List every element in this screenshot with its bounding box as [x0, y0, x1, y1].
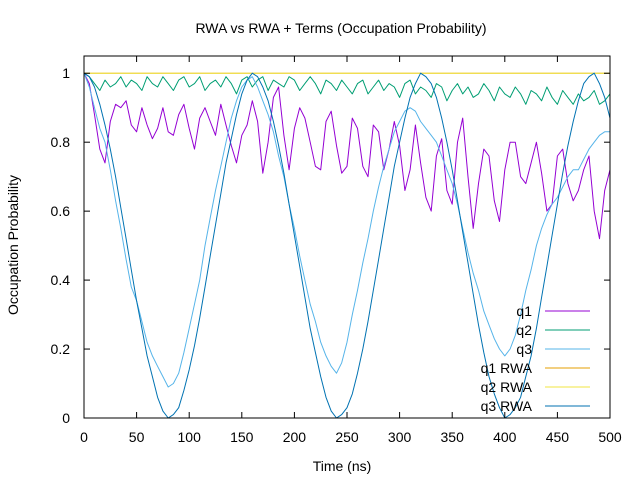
series-line-q1 [83, 72, 611, 240]
series-line-q3-rwa [83, 72, 611, 419]
x-axis-label: Time (ns) [313, 458, 372, 474]
y-tick-label: 0.6 [51, 203, 71, 219]
y-tick-label: 0 [62, 410, 70, 426]
y-axis-label: Occupation Probability [5, 175, 21, 315]
legend-label: q1 RWA [481, 360, 533, 376]
x-tick-label: 0 [80, 429, 88, 445]
x-tick-label: 500 [598, 429, 622, 445]
y-tick-label: 0.8 [51, 134, 71, 150]
x-tick-label: 400 [493, 429, 517, 445]
chart-title: RWA vs RWA + Terms (Occupation Probabili… [195, 20, 486, 36]
legend-label: q2 [516, 322, 532, 338]
y-ticks: 0 0.2 0.4 0.6 0.8 1 [51, 65, 610, 426]
y-tick-label: 0.2 [51, 341, 71, 357]
legend: q1 q2 q3 q1 RWA q2 RWA q3 RWA [481, 303, 590, 414]
x-ticks: 0 50 100 150 200 250 300 350 400 450 500 [80, 56, 622, 445]
x-tick-label: 50 [129, 429, 145, 445]
series-layer [83, 72, 611, 419]
x-tick-label: 150 [230, 429, 254, 445]
legend-label: q2 RWA [481, 379, 533, 395]
x-tick-label: 250 [335, 429, 359, 445]
x-tick-label: 450 [546, 429, 570, 445]
x-tick-label: 100 [178, 429, 202, 445]
x-tick-label: 350 [441, 429, 465, 445]
series-line-q2 [83, 72, 611, 105]
x-tick-label: 200 [283, 429, 307, 445]
y-tick-label: 1 [62, 65, 70, 81]
series-line-q3 [83, 73, 610, 388]
x-tick-label: 300 [388, 429, 412, 445]
legend-label: q3 [516, 341, 532, 357]
y-tick-label: 0.4 [51, 272, 71, 288]
legend-label: q1 [516, 303, 532, 319]
legend-label: q3 RWA [481, 398, 533, 414]
